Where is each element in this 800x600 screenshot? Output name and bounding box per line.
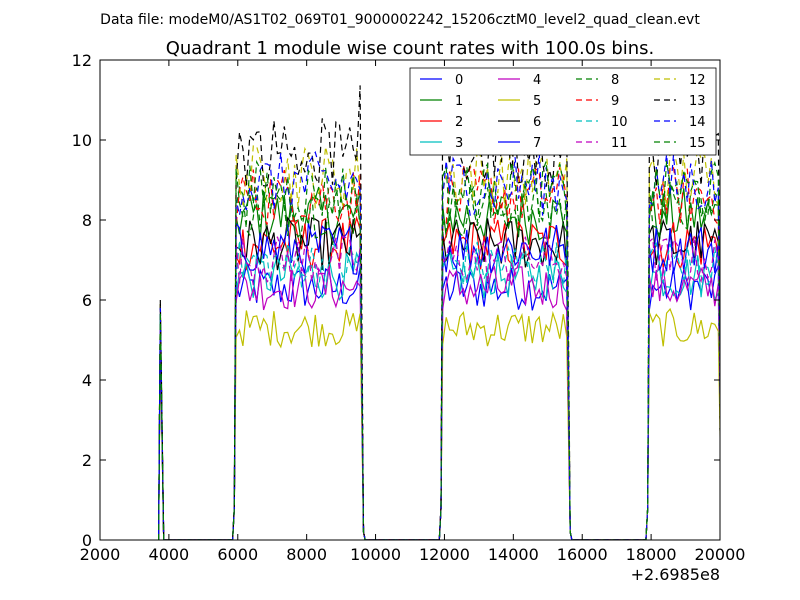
series-lines [158, 85, 720, 540]
legend-label: 2 [455, 115, 463, 130]
legend-label: 9 [611, 94, 619, 109]
series-line-11 [158, 234, 720, 540]
legend-label: 8 [611, 73, 619, 88]
plot-area [99, 59, 721, 541]
series-line-14 [158, 150, 720, 540]
x-tick-label: 12000 [419, 545, 470, 564]
legend-entry-6: 6 [498, 115, 541, 130]
x-tick-label: 4000 [149, 545, 190, 564]
x-offset-label: +2.6985e8 [631, 565, 720, 584]
y-tick-label: 6 [82, 291, 92, 310]
y-tick-label: 0 [82, 531, 92, 550]
legend-label: 11 [611, 136, 628, 151]
legend-entry-13: 13 [654, 94, 706, 109]
legend-label: 5 [533, 94, 541, 109]
y-tick-label: 12 [72, 51, 92, 70]
legend-entry-10: 10 [576, 115, 628, 130]
series-line-5 [158, 307, 720, 540]
x-tick-label: 2000 [80, 545, 121, 564]
legend-label: 6 [533, 115, 541, 130]
series-line-1 [158, 186, 720, 540]
series-line-13 [158, 85, 720, 540]
legend-entry-9: 9 [576, 94, 619, 109]
series-line-8 [158, 179, 720, 540]
series-line-15 [158, 159, 720, 540]
x-tick-label: 14000 [488, 545, 539, 564]
x-tick-label: 20000 [695, 545, 746, 564]
series-line-10 [158, 240, 720, 540]
legend-label: 15 [689, 136, 706, 151]
y-tick-label: 4 [82, 371, 92, 390]
y-tick-label: 10 [72, 131, 92, 150]
chart-suptitle: Data file: modeM0/AS1T02_069T01_90000022… [100, 12, 700, 28]
legend-entry-0: 0 [420, 73, 463, 88]
series-line-9 [158, 165, 720, 540]
y-tick-label: 2 [82, 451, 92, 470]
chart-title: Quadrant 1 module wise count rates with … [166, 38, 655, 59]
x-tick-label: 16000 [557, 545, 608, 564]
legend-entry-7: 7 [498, 136, 541, 151]
legend-label: 4 [533, 73, 541, 88]
x-tick-label: 10000 [350, 545, 401, 564]
legend-label: 12 [689, 73, 706, 88]
y-tick-label: 8 [82, 211, 92, 230]
x-axis: 2000 4000 6000 8000 10000 12000 14000 16000 1800… [80, 60, 746, 564]
legend-entry-15: 15 [654, 136, 706, 151]
series-line-3 [158, 250, 720, 540]
legend-entry-3: 3 [420, 136, 463, 151]
legend-entry-4: 4 [498, 73, 541, 88]
legend-box [409, 67, 717, 156]
legend-label: 14 [689, 115, 706, 130]
x-tick-label: 18000 [626, 545, 677, 564]
legend-entry-8: 8 [576, 73, 619, 88]
legend-entry-2: 2 [420, 115, 463, 130]
legend-entry-14: 14 [654, 115, 706, 130]
legend-label: 10 [611, 115, 628, 130]
legend-entry-5: 5 [498, 94, 541, 109]
x-tick-label: 6000 [217, 545, 258, 564]
x-tick-label: 8000 [286, 545, 327, 564]
legend-entry-12: 12 [654, 73, 706, 88]
legend-label: 1 [455, 94, 463, 109]
series-line-4 [158, 265, 720, 540]
legend-label: 3 [455, 136, 463, 151]
legend-entry-1: 1 [420, 94, 463, 109]
legend-label: 7 [533, 136, 541, 151]
legend-entry-11: 11 [576, 136, 628, 151]
legend-label: 13 [689, 94, 706, 109]
legend-label: 0 [455, 73, 463, 88]
